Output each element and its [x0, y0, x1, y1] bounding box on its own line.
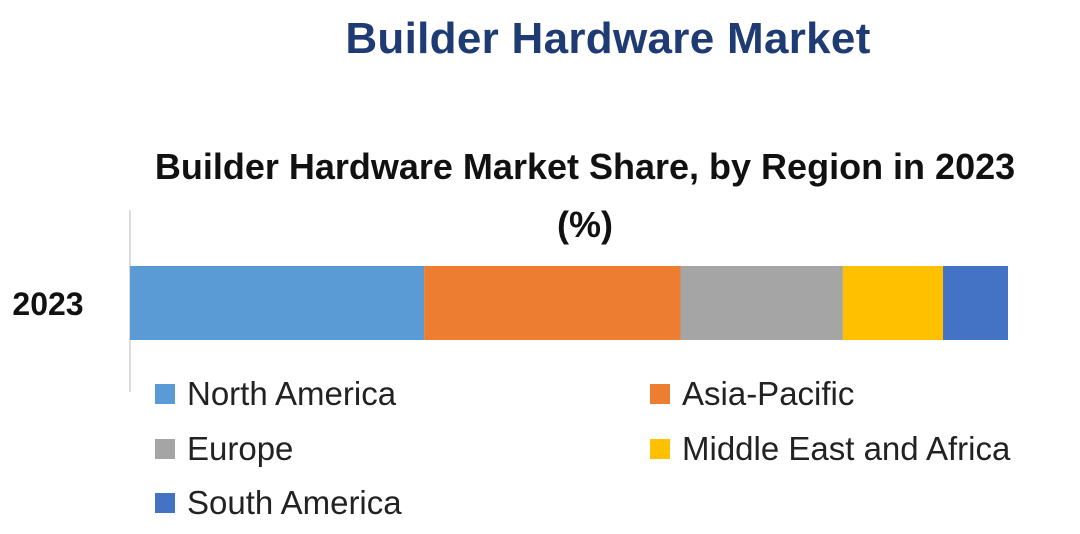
legend-label: Asia-Pacific [682, 375, 855, 412]
legend-item: Europe [155, 430, 293, 468]
chart-title: Builder Hardware Market Share, by Region… [154, 146, 1016, 245]
bar-segment-middle-east-and-africa [842, 266, 944, 340]
legend-item: North America [155, 375, 396, 413]
bar-segment-europe [680, 266, 843, 340]
page-title: Builder Hardware Market [345, 14, 871, 63]
legend-label: North America [187, 375, 397, 412]
legend-item: South America [155, 484, 402, 522]
legend-item: Asia-Pacific [650, 375, 854, 413]
legend-swatch [155, 493, 175, 513]
legend-label: Europe [187, 430, 294, 467]
legend-swatch [650, 439, 670, 459]
legend-label: South America [187, 484, 402, 521]
legend-swatch [650, 384, 670, 404]
bar-segment-asia-pacific [424, 266, 681, 340]
legend-label: Middle East and Africa [682, 430, 1011, 467]
category-tick-label: 2023 [12, 286, 83, 322]
legend-item: Middle East and Africa [650, 430, 1010, 468]
bar-segment-south-america [943, 266, 1008, 340]
bar-segment-north-america [130, 266, 425, 340]
legend-swatch [155, 439, 175, 459]
legend-swatch [155, 384, 175, 404]
